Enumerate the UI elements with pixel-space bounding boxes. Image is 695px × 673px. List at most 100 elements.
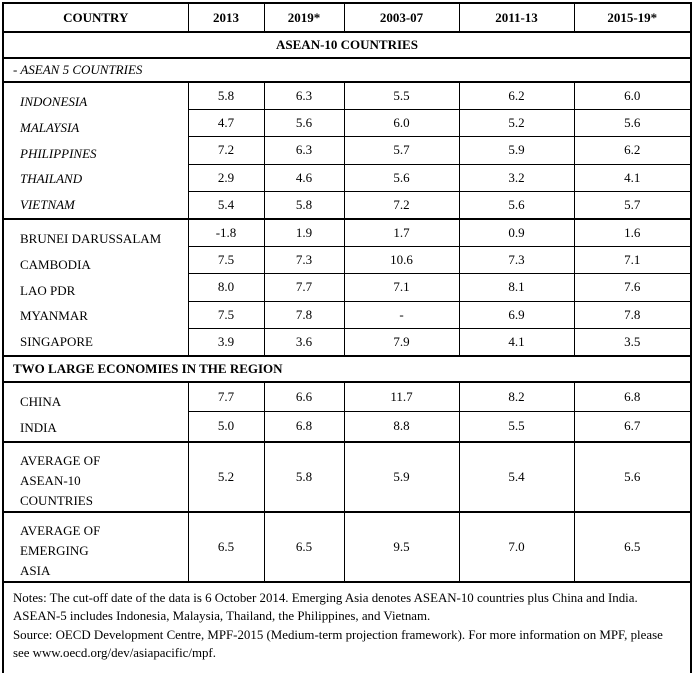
- value-cell: 3.9: [187, 327, 265, 357]
- table-row: 7.2 6.3 5.7 5.9 6.2: [3, 136, 692, 165]
- value-cell: 5.7: [573, 190, 692, 220]
- value-cell: 5.6: [458, 190, 575, 220]
- value-cell: 7.2: [343, 190, 460, 220]
- value-cell: 5.7: [343, 136, 460, 165]
- notes-row: Notes: The cut-off date of the data is 6…: [2, 580, 692, 673]
- value-cell: 5.6: [343, 163, 460, 192]
- average-emerging-asia-label: AVERAGE OF EMERGING ASIA: [2, 510, 189, 583]
- country-label: CAMBODIA: [20, 256, 91, 272]
- large-economies-countries-cell: CHINA INDIA: [2, 381, 189, 443]
- country-label: INDIA: [20, 419, 57, 435]
- col-header-2015-19: 2015-19*: [573, 2, 692, 33]
- value-cell: 7.5: [187, 300, 265, 329]
- asean5-countries-cell: INDONESIA MALAYSIA PHILIPPINES THAILAND …: [2, 81, 189, 220]
- col-header-country: COUNTRY: [2, 2, 189, 33]
- value-cell: 7.3: [263, 246, 345, 275]
- value-cell: 6.2: [573, 136, 692, 165]
- table-row: 3.9 3.6 7.9 4.1 3.5: [3, 327, 692, 357]
- value-cell: 3.5: [573, 327, 692, 357]
- value-cell: 7.8: [263, 300, 345, 329]
- value-cell: 3.2: [458, 163, 575, 192]
- subsection-asean5-title: - ASEAN 5 COUNTRIES: [2, 57, 692, 83]
- notes-cell: Notes: The cut-off date of the data is 6…: [2, 580, 692, 673]
- value-cell: 6.8: [573, 381, 692, 413]
- value-cell: 5.2: [458, 109, 575, 138]
- table-row: 7.5 7.8 - 6.9 7.8: [3, 300, 692, 329]
- col-header-2019: 2019*: [263, 2, 345, 33]
- value-cell: 5.8: [263, 190, 345, 220]
- value-cell: 5.5: [343, 81, 460, 111]
- value-cell: 5.9: [458, 136, 575, 165]
- value-cell: 6.0: [573, 81, 692, 111]
- col-header-2003-07: 2003-07: [343, 2, 460, 33]
- value-cell: 5.9: [343, 440, 460, 513]
- value-cell: 6.8: [263, 411, 345, 443]
- country-label: VIETNAM: [20, 197, 75, 213]
- value-cell: 6.3: [263, 136, 345, 165]
- value-cell: 4.1: [573, 163, 692, 192]
- value-cell: 6.0: [343, 109, 460, 138]
- value-cell: 7.8: [573, 300, 692, 329]
- value-cell: 6.9: [458, 300, 575, 329]
- value-cell: 5.4: [187, 190, 265, 220]
- table-row: 4.7 5.6 6.0 5.2 5.6: [3, 109, 692, 138]
- table-row: INDONESIA MALAYSIA PHILIPPINES THAILAND …: [2, 81, 692, 220]
- value-cell: -1.8: [187, 217, 265, 248]
- value-cell: 8.8: [343, 411, 460, 443]
- value-cell: 1.7: [343, 217, 460, 248]
- value-cell: 7.7: [187, 381, 265, 413]
- value-cell: 10.6: [343, 246, 460, 275]
- value-cell: 5.5: [458, 411, 575, 443]
- table-row: 2.9 4.6 5.6 3.2 4.1: [3, 163, 692, 192]
- section-asean10-row: ASEAN-10 COUNTRIES: [2, 31, 692, 59]
- value-cell: 4.1: [458, 327, 575, 357]
- country-label: THAILAND: [20, 171, 83, 187]
- value-cell: 5.8: [263, 440, 345, 513]
- country-label: LAO PDR: [20, 282, 76, 298]
- label-line: EMERGING: [20, 542, 89, 558]
- value-cell: 6.5: [573, 510, 692, 583]
- label-line: ASEAN-10: [20, 472, 81, 488]
- country-label: INDONESIA: [20, 94, 88, 109]
- label-line: AVERAGE OF: [20, 452, 101, 468]
- table-row: 5.0 6.8 8.8 5.5 6.7: [3, 411, 692, 443]
- value-cell: 6.7: [573, 411, 692, 443]
- value-cell: 8.0: [187, 273, 265, 302]
- value-cell: 4.6: [263, 163, 345, 192]
- section-asean10-title: ASEAN-10 COUNTRIES: [2, 31, 692, 59]
- subsection-asean5-row: - ASEAN 5 COUNTRIES: [2, 57, 692, 83]
- value-cell: 0.9: [458, 217, 575, 248]
- label-line: COUNTRIES: [20, 492, 93, 508]
- col-header-2011-13: 2011-13: [458, 2, 575, 33]
- table-row: CHINA INDIA 7.7 6.6 11.7 8.2 6.8: [2, 381, 692, 443]
- country-label: MALAYSIA: [20, 119, 80, 135]
- table-row: 8.0 7.7 7.1 8.1 7.6: [3, 273, 692, 302]
- value-cell: 6.5: [263, 510, 345, 583]
- country-label: PHILIPPINES: [20, 145, 97, 161]
- value-cell: 7.9: [343, 327, 460, 357]
- country-label: MYANMAR: [20, 308, 88, 324]
- value-cell: 1.6: [573, 217, 692, 248]
- value-cell: 7.0: [458, 510, 575, 583]
- country-label: SINGAPORE: [20, 334, 93, 350]
- value-cell: 7.1: [573, 246, 692, 275]
- value-cell: 11.7: [343, 381, 460, 413]
- value-cell: -: [343, 300, 460, 329]
- value-cell: 7.7: [263, 273, 345, 302]
- header-row: COUNTRY 2013 2019* 2003-07 2011-13 2015-…: [2, 2, 692, 33]
- value-cell: 6.2: [458, 81, 575, 111]
- average-emerging-asia-row: AVERAGE OF EMERGING ASIA 6.5 6.5 9.5 7.0…: [2, 510, 692, 583]
- value-cell: 7.6: [573, 273, 692, 302]
- table-row: BRUNEI DARUSSALAM CAMBODIA LAO PDR MYANM…: [2, 217, 692, 357]
- average-asean10-label: AVERAGE OF ASEAN-10 COUNTRIES: [2, 440, 189, 513]
- value-cell: 7.2: [187, 136, 265, 165]
- country-label: CHINA: [20, 393, 62, 409]
- value-cell: 5.2: [187, 440, 265, 513]
- col-header-2013: 2013: [187, 2, 265, 33]
- source-text: Source: OECD Development Centre, MPF-201…: [13, 627, 663, 661]
- asean-other-countries-cell: BRUNEI DARUSSALAM CAMBODIA LAO PDR MYANM…: [2, 217, 189, 357]
- value-cell: 4.7: [187, 109, 265, 138]
- value-cell: 5.4: [458, 440, 575, 513]
